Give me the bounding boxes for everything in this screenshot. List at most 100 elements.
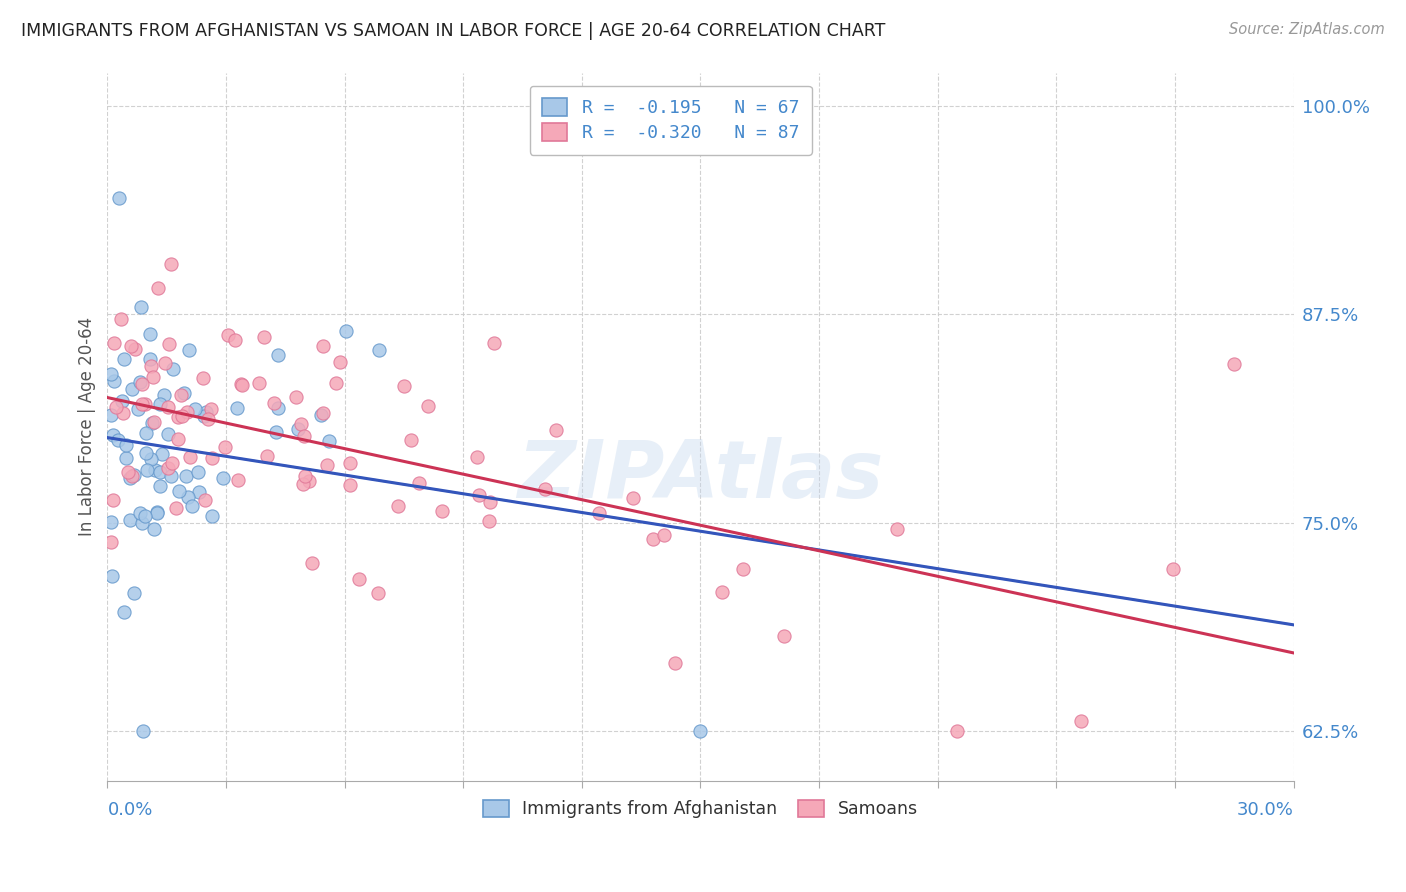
Point [115, 438, 138, 452]
Point [325, 376, 347, 390]
Point [468, 488, 491, 502]
Point [153, 388, 176, 402]
Point [179, 450, 201, 464]
Point [156, 426, 179, 441]
Point [217, 328, 239, 343]
Point [733, 562, 755, 576]
Point [212, 471, 235, 485]
Point [689, 723, 711, 738]
Point [160, 468, 183, 483]
Point [664, 656, 686, 670]
Point [149, 397, 172, 411]
Point [122, 467, 145, 482]
Point [267, 347, 290, 361]
Point [134, 509, 156, 524]
Point [339, 456, 361, 470]
Point [153, 356, 176, 370]
Point [478, 514, 501, 528]
Point [146, 505, 169, 519]
Point [101, 492, 124, 507]
Point [142, 370, 165, 384]
Point [170, 409, 193, 423]
Point [197, 412, 219, 426]
Y-axis label: In Labor Force | Age 20-64: In Labor Force | Age 20-64 [79, 318, 96, 536]
Point [309, 408, 332, 422]
Point [588, 506, 610, 520]
Point [335, 324, 357, 338]
Point [103, 335, 125, 350]
Point [367, 586, 389, 600]
Point [156, 461, 179, 475]
Point [200, 402, 222, 417]
Text: IMMIGRANTS FROM AFGHANISTAN VS SAMOAN IN LABOR FORCE | AGE 20-64 CORRELATION CHA: IMMIGRANTS FROM AFGHANISTAN VS SAMOAN IN… [21, 22, 886, 40]
Point [194, 492, 217, 507]
Point [131, 397, 153, 411]
Point [285, 390, 308, 404]
Point [103, 375, 125, 389]
Point [167, 433, 190, 447]
Point [159, 257, 181, 271]
Point [292, 429, 315, 443]
Point [224, 333, 246, 347]
Point [195, 405, 218, 419]
Point [290, 417, 312, 431]
Point [108, 191, 131, 205]
Point [114, 605, 136, 619]
Point [710, 585, 733, 599]
Point [131, 516, 153, 530]
Point [368, 343, 391, 358]
Point [145, 463, 167, 477]
Point [231, 378, 253, 392]
Point [399, 433, 422, 447]
Point [267, 401, 290, 416]
Point [465, 450, 488, 464]
Point [533, 482, 555, 496]
Point [643, 533, 665, 547]
Point [1223, 357, 1246, 371]
Point [312, 406, 335, 420]
Point [129, 506, 152, 520]
Point [166, 410, 188, 425]
Point [316, 458, 339, 472]
Point [201, 451, 224, 466]
Point [110, 393, 132, 408]
Point [135, 425, 157, 440]
Point [225, 401, 247, 415]
Point [121, 382, 143, 396]
Point [621, 491, 644, 506]
Text: 0.0%: 0.0% [107, 801, 153, 819]
Point [287, 422, 309, 436]
Point [156, 401, 179, 415]
Point [100, 408, 122, 422]
Point [100, 516, 122, 530]
Point [329, 355, 352, 369]
Point [544, 424, 567, 438]
Point [131, 376, 153, 391]
Point [652, 528, 675, 542]
Point [292, 477, 315, 491]
Point [294, 469, 316, 483]
Point [167, 483, 190, 498]
Text: ZIPAtlas: ZIPAtlas [517, 437, 883, 516]
Point [430, 504, 453, 518]
Point [226, 473, 249, 487]
Point [120, 339, 142, 353]
Point [418, 400, 440, 414]
Point [139, 351, 162, 366]
Point [387, 500, 409, 514]
Point [135, 446, 157, 460]
Point [229, 377, 252, 392]
Legend: Immigrants from Afghanistan, Samoans: Immigrants from Afghanistan, Samoans [475, 793, 925, 825]
Text: 30.0%: 30.0% [1237, 801, 1294, 819]
Point [264, 425, 287, 439]
Point [176, 405, 198, 419]
Point [318, 434, 340, 449]
Point [174, 469, 197, 483]
Point [157, 336, 180, 351]
Point [112, 407, 135, 421]
Point [301, 556, 323, 570]
Point [256, 449, 278, 463]
Point [297, 474, 319, 488]
Point [142, 415, 165, 429]
Point [162, 456, 184, 470]
